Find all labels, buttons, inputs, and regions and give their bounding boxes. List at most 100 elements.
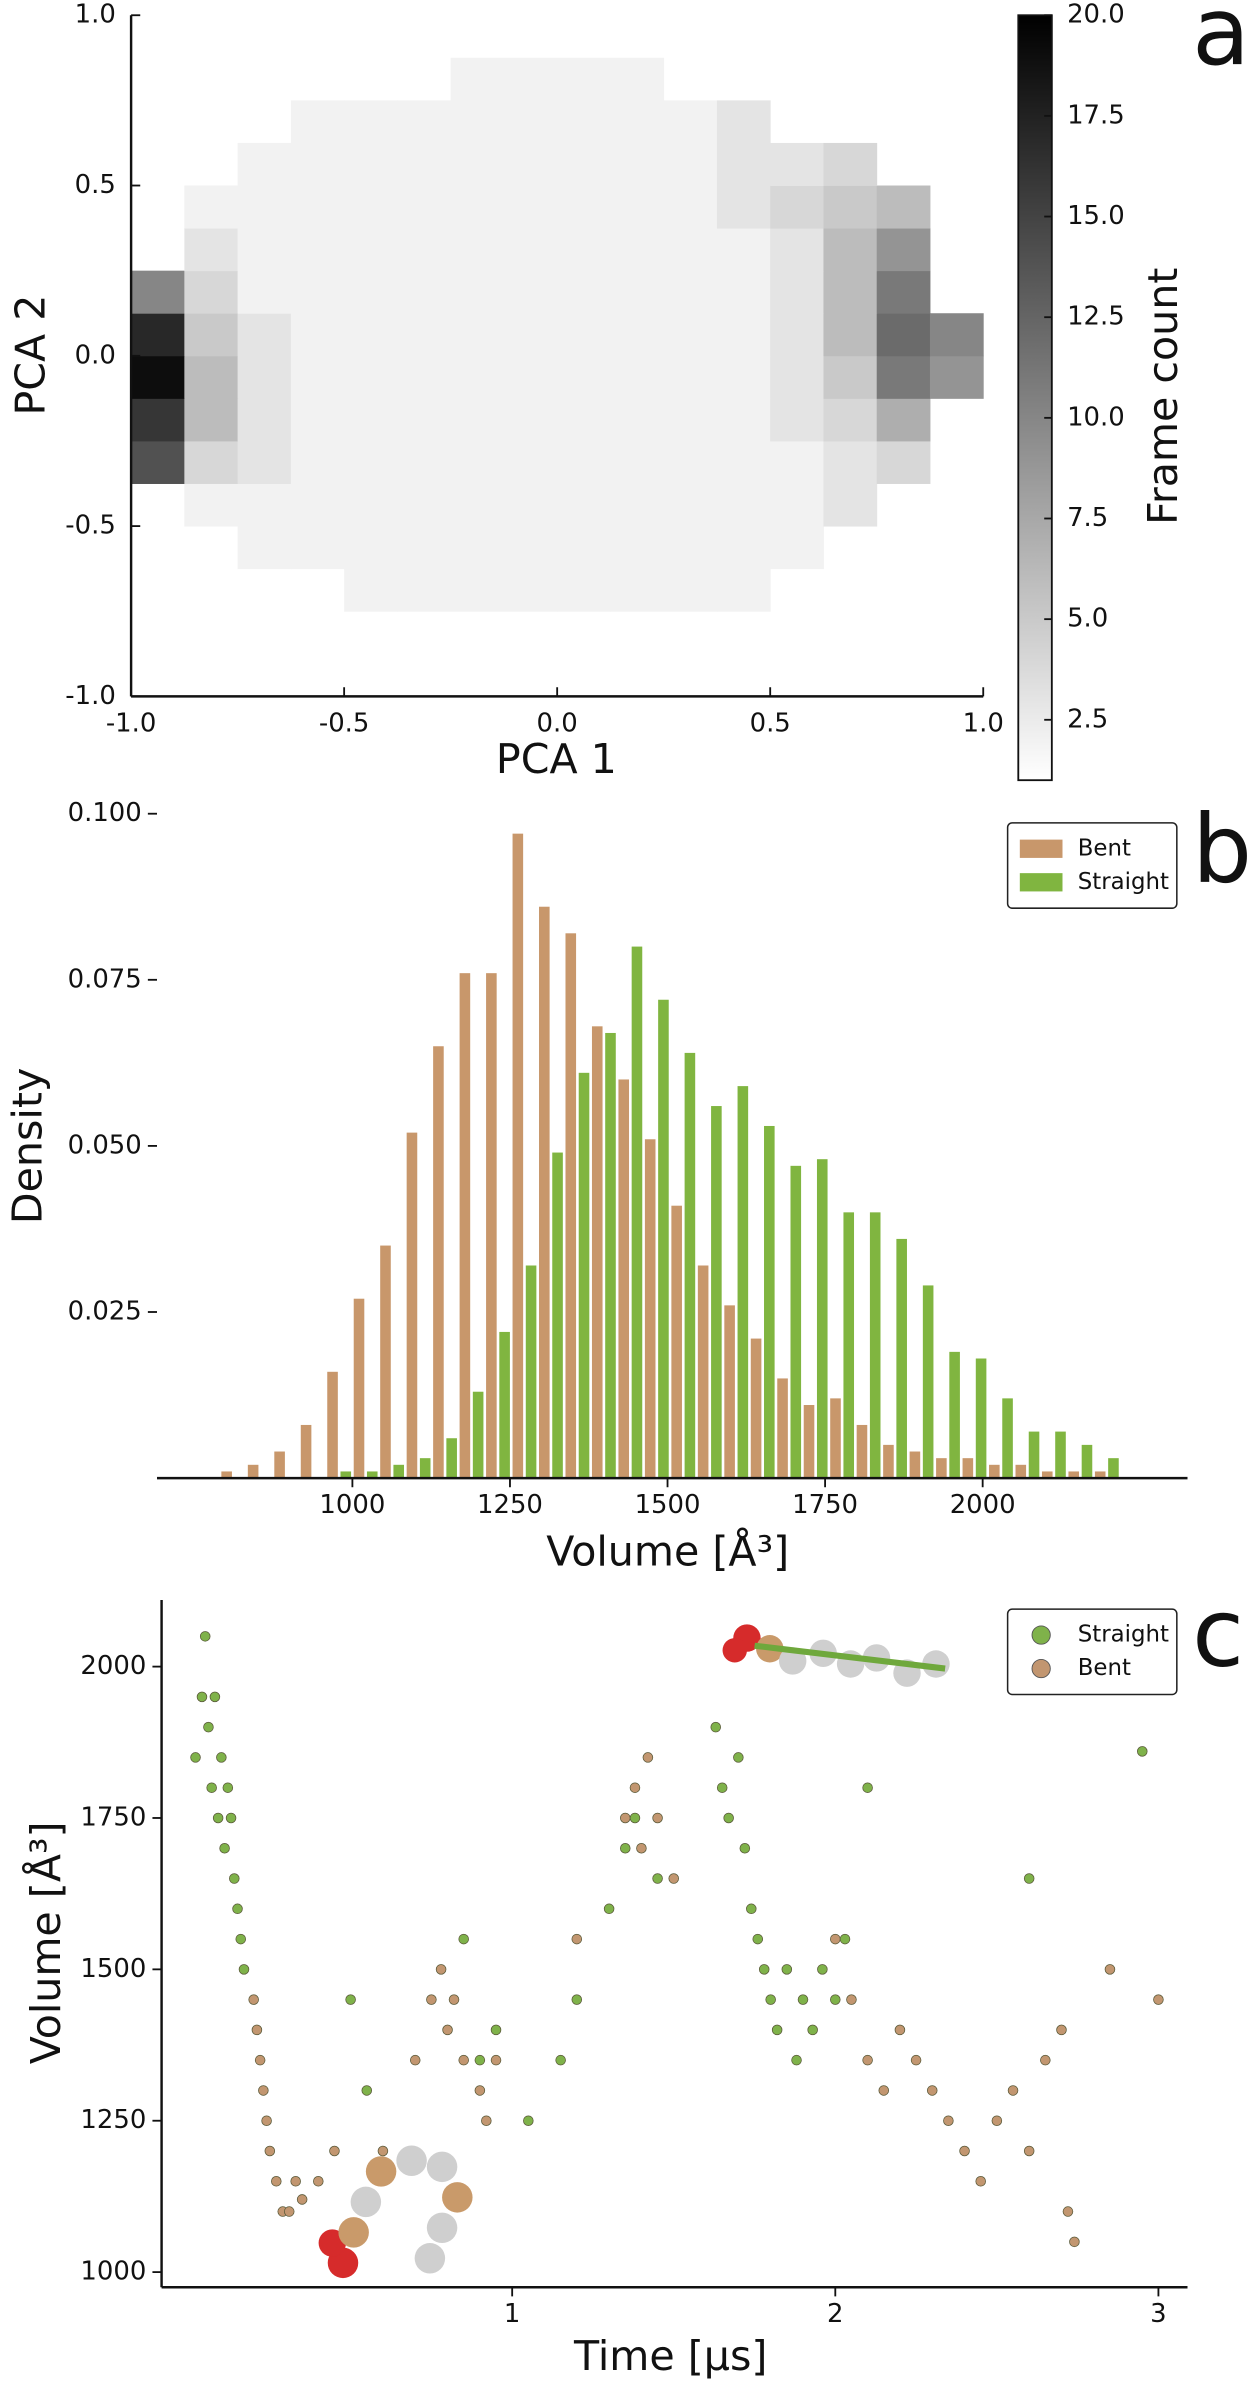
heat-cell [397,398,452,442]
heat-cell [557,440,611,484]
bar [1108,1458,1119,1479]
heat-cell [663,355,718,399]
bar [1041,1471,1053,1479]
bar [578,1072,590,1479]
bar [790,1165,802,1479]
heat-cell [237,313,292,357]
heat-cell [290,526,345,570]
scatter-point [290,2176,301,2187]
bar [936,1458,947,1479]
scatter-point [442,2024,453,2036]
colorbar-tick-label: 17.5 [1067,100,1125,130]
bar [1094,1471,1106,1479]
heat-cell [770,483,824,527]
scatter-point [222,1782,234,1793]
bar [949,1351,960,1479]
scatter-point [377,2145,389,2157]
scatter-point [652,1873,663,1884]
x-axis-label: Volume [Å³] [546,1527,789,1575]
x-tick-label: -1.0 [106,708,157,738]
bar [684,1052,696,1479]
heat-cell [237,270,292,314]
scatter-point [490,2054,502,2066]
scatter-point [199,1631,211,1642]
heat-cell [237,440,292,484]
bar [711,1106,722,1479]
scatter-point [668,1873,679,1884]
heat-cell [290,440,345,484]
bar [221,1471,232,1479]
panel-letter: c [1192,1579,1244,1689]
bar [724,1305,735,1479]
heat-cell [823,398,878,442]
heat-cell [397,483,452,527]
scatter-point [1104,1964,1116,1975]
bar [327,1371,338,1479]
scatter-point [225,1812,237,1824]
heat-cell [237,228,292,272]
scatter-point [196,1691,208,1703]
scatter-point [361,2085,373,2096]
heat-cell [503,270,558,314]
x-tick-label: 1250 [477,1490,543,1520]
scatter-point [271,2176,282,2187]
heat-cell [557,483,611,527]
heat-cell [184,398,239,442]
heat-cell [557,313,611,357]
bar [909,1451,921,1479]
heat-cell [876,228,931,272]
bar [777,1378,788,1479]
y-tick-label: 0.075 [68,964,142,994]
heat-cell [663,313,718,357]
bar [552,1152,563,1479]
scatter-point [603,1903,615,1915]
legend-swatch [1019,839,1063,858]
heat-cell [716,185,771,229]
bar [658,999,669,1479]
y-axis-label: Density [3,1068,51,1224]
heat-cell [450,526,505,570]
heat-cell [557,185,611,229]
heat-cell [557,57,611,101]
bar [1028,1431,1040,1479]
heat-cell [610,568,665,612]
heat-cell [663,440,718,484]
heat-cell [344,483,398,527]
heat-cell [716,483,771,527]
heat-cell [290,228,345,272]
scatter-point [975,2176,986,2187]
heat-cell [237,142,292,186]
heat-cell [610,228,665,272]
heat-cell [610,270,665,314]
scatter-point [474,2085,486,2096]
heat-cell [876,313,931,357]
heat-cell [450,270,505,314]
bar [565,933,577,1479]
scatter-point [1007,2085,1019,2096]
heat-cell [610,100,665,144]
bar [353,1298,365,1479]
heat-cell [770,142,824,186]
heat-cell [663,185,718,229]
bar [764,1125,775,1479]
heat-cell [610,57,665,101]
bar [605,1032,616,1479]
heat-cell [397,526,452,570]
heat-cell [344,228,398,272]
heat-cell [557,355,611,399]
scatter-point [830,1994,841,2005]
heat-cell [290,483,345,527]
scatter-point [716,1782,728,1793]
scatter-point [752,1933,764,1945]
bar [843,1212,855,1479]
bar [803,1405,815,1479]
y-tick-label: -1.0 [65,681,116,711]
heat-cell [823,185,878,229]
heat-cell [503,185,558,229]
heat-cell [557,228,611,272]
scatter-point [846,1994,857,2005]
bar [446,1438,457,1479]
heat-cell [450,185,505,229]
y-axis-label: PCA 2 [7,295,55,416]
y-tick-label: 0.0 [75,340,116,370]
